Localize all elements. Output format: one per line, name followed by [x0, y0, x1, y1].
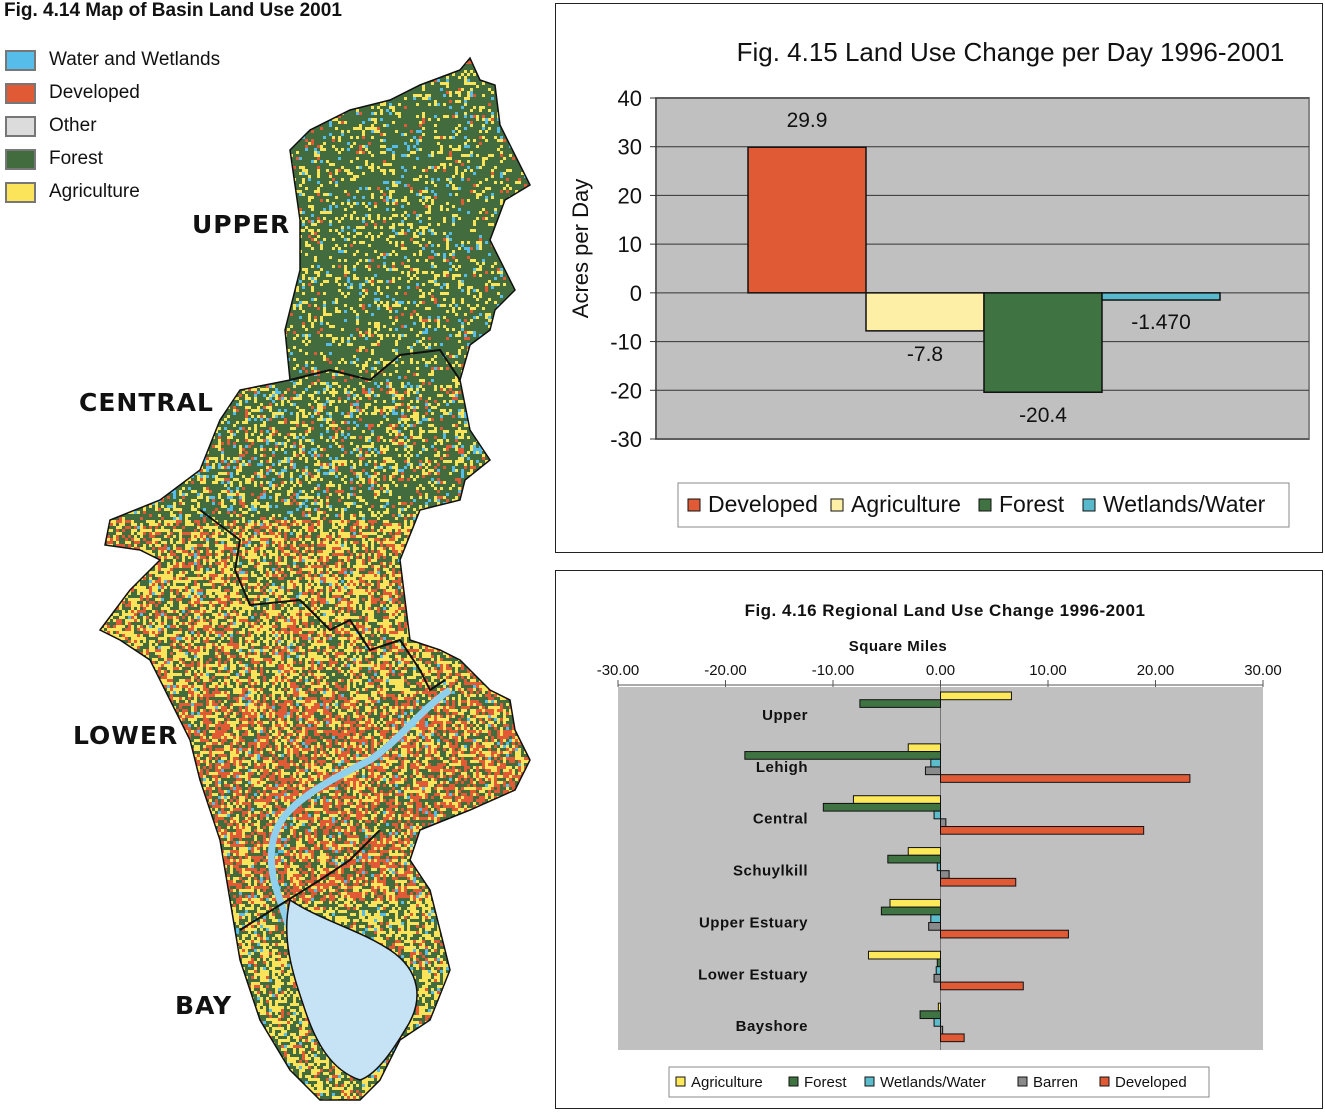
x-tick-label: 0.00	[926, 662, 955, 679]
bar-central-developed	[941, 827, 1144, 835]
region-label-bay: BAY	[175, 991, 232, 1020]
bar-bayshore-barren	[941, 1026, 943, 1034]
bar-bayshore-forest	[920, 1011, 940, 1019]
category-label: Upper Estuary	[699, 914, 808, 931]
legend-swatch	[979, 499, 991, 511]
bar-schuylkill-barren	[941, 871, 950, 879]
legend-swatch	[831, 499, 843, 511]
chart1-svg: Fig. 4.15 Land Use Change per Day 1996-2…	[556, 4, 1324, 554]
x-tick-label: -30.00	[597, 662, 640, 679]
bar-lower-estuary-barren	[934, 974, 940, 982]
region-label-central: CENTRAL	[79, 388, 214, 417]
bar-lower-estuary-developed	[941, 982, 1024, 990]
bar-lower-estuary-agriculture	[868, 951, 940, 959]
bar-forest	[984, 293, 1102, 392]
chart-land-use-change-per-day: Fig. 4.15 Land Use Change per Day 1996-2…	[555, 3, 1323, 553]
chart-regional-land-use-change: Fig. 4.16 Regional Land Use Change 1996-…	[555, 570, 1323, 1109]
legend-swatch	[1018, 1077, 1027, 1086]
legend-swatch	[1100, 1077, 1109, 1086]
bar-bayshore-wetlands-water	[934, 1019, 940, 1027]
bar-schuylkill-agriculture	[908, 848, 940, 856]
legend-label: Barren	[1033, 1074, 1078, 1091]
y-tick-label: 40	[618, 86, 642, 111]
x-tick-label: 30.00	[1244, 662, 1282, 679]
bar-upper-estuary-developed	[941, 930, 1069, 938]
bar-developed	[748, 147, 866, 293]
bar-upper-estuary-wetlands-water	[931, 915, 941, 923]
legend-swatch	[865, 1077, 874, 1086]
legend-label: Forest	[999, 491, 1065, 517]
chart-title: Fig. 4.16 Regional Land Use Change 1996-…	[745, 601, 1146, 620]
bar-upper-estuary-agriculture	[890, 899, 941, 907]
bar-lower-estuary-wetlands-water	[936, 967, 940, 975]
bar-upper-forest	[860, 700, 941, 708]
bar-central-agriculture	[853, 796, 940, 804]
x-tick-label: 20.00	[1137, 662, 1175, 679]
category-label: Lehigh	[756, 759, 808, 776]
bar-agriculture	[866, 293, 984, 331]
y-tick-label: -10	[610, 330, 642, 355]
legend-label: Wetlands/Water	[880, 1074, 986, 1091]
x-axis-label: Square Miles	[849, 638, 948, 655]
category-label: Central	[753, 811, 808, 828]
bar-lehigh-developed	[941, 775, 1190, 783]
bar-central-wetlands-water	[934, 811, 940, 819]
bar-upper-agriculture	[941, 692, 1012, 700]
legend-label: Agriculture	[691, 1074, 763, 1091]
chart-title: Fig. 4.15 Land Use Change per Day 1996-2…	[737, 37, 1285, 67]
y-axis-label: Acres per Day	[568, 179, 593, 318]
legend-label: Forest	[804, 1074, 847, 1091]
y-tick-label: 20	[618, 183, 642, 208]
y-tick-label: 30	[618, 135, 642, 160]
category-label: Lower Estuary	[698, 966, 808, 983]
bar-wetlands-water	[1102, 293, 1220, 300]
y-tick-label: 10	[618, 232, 642, 257]
data-label: -7.8	[907, 343, 943, 366]
bar-schuylkill-wetlands-water	[937, 863, 940, 871]
category-label: Schuylkill	[733, 863, 808, 880]
region-label-lower: LOWER	[73, 721, 178, 750]
bar-bayshore-agriculture	[938, 1003, 940, 1011]
y-tick-label: -30	[610, 427, 642, 452]
legend-label: Agriculture	[851, 491, 961, 517]
legend-label: Developed	[708, 491, 818, 517]
legend-swatch	[676, 1077, 685, 1086]
basin-map	[0, 0, 550, 1112]
data-label: -1.470	[1131, 311, 1191, 334]
legend-label: Wetlands/Water	[1103, 491, 1266, 517]
legend-swatch	[1083, 499, 1095, 511]
legend-label: Developed	[1115, 1074, 1187, 1091]
bar-schuylkill-developed	[941, 878, 1016, 886]
y-tick-label: -20	[610, 378, 642, 403]
bar-lehigh-forest	[745, 752, 941, 760]
bar-lehigh-agriculture	[908, 744, 940, 752]
category-label: Bayshore	[736, 1018, 808, 1035]
x-tick-label: -20.00	[704, 662, 747, 679]
bar-central-barren	[941, 819, 946, 827]
bar-upper-estuary-barren	[929, 923, 941, 931]
bar-lehigh-barren	[925, 767, 940, 775]
chart2-svg: Fig. 4.16 Regional Land Use Change 1996-…	[556, 571, 1324, 1110]
x-tick-label: 10.00	[1029, 662, 1067, 679]
bar-schuylkill-forest	[888, 855, 941, 863]
legend-swatch	[688, 499, 700, 511]
region-label-upper: UPPER	[192, 210, 290, 239]
legend-swatch	[789, 1077, 798, 1086]
y-tick-label: 0	[630, 281, 642, 306]
bar-upper-estuary-forest	[881, 907, 940, 915]
bar-bayshore-developed	[941, 1034, 965, 1042]
x-tick-label: -10.00	[812, 662, 855, 679]
bar-lehigh-wetlands-water	[931, 759, 941, 767]
data-label: 29.9	[787, 109, 828, 132]
bar-central-forest	[823, 803, 940, 811]
category-label: Upper	[762, 707, 808, 724]
bar-lower-estuary-forest	[937, 959, 940, 967]
data-label: -20.4	[1019, 404, 1067, 427]
